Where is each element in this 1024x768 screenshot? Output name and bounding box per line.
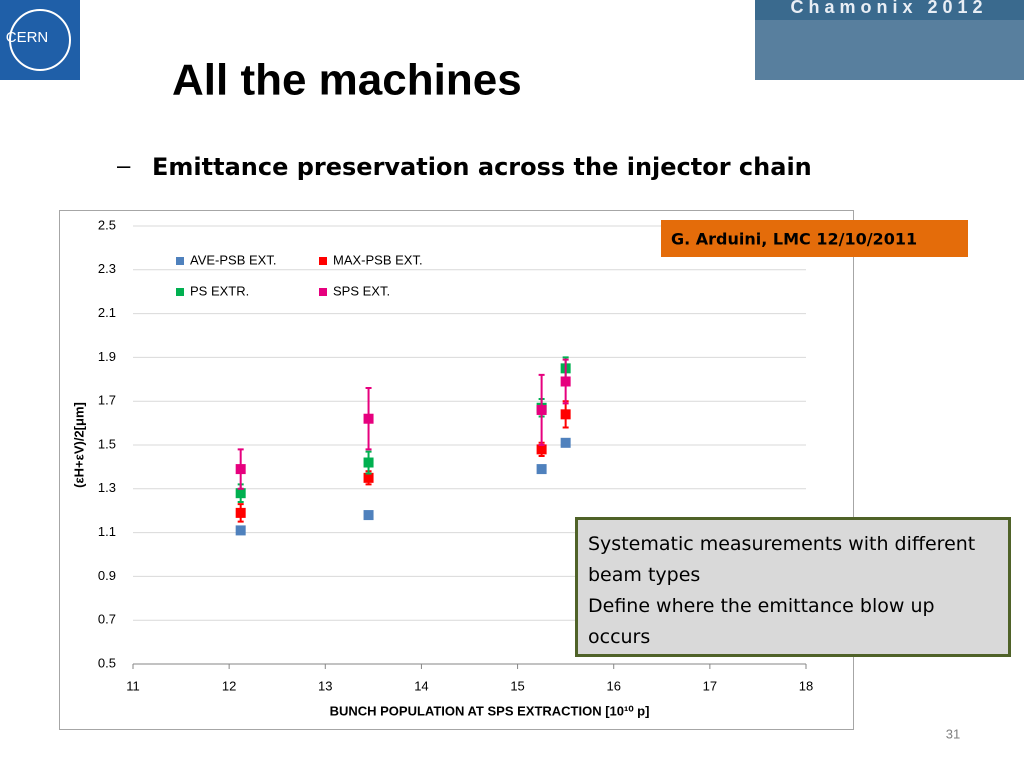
credit-box (661, 220, 968, 257)
y-tick-label: 1.7 (98, 393, 116, 408)
y-tick-label: 2.3 (98, 261, 116, 276)
x-tick-label: 18 (799, 678, 813, 693)
legend-label: MAX-PSB EXT. (333, 252, 423, 267)
y-tick-label: 0.9 (98, 568, 116, 583)
bullet: – (117, 152, 131, 179)
legend-swatch (176, 288, 184, 296)
data-point (536, 444, 547, 455)
y-tick-label: 0.5 (98, 655, 116, 670)
x-axis-label: BUNCH POPULATION AT SPS EXTRACTION [10¹⁰… (330, 703, 650, 718)
legend-label: SPS EXT. (333, 283, 390, 298)
data-point (560, 376, 571, 387)
y-tick-label: 1.1 (98, 524, 116, 539)
data-point (363, 457, 374, 468)
data-point (235, 464, 246, 475)
legend-swatch (319, 288, 327, 296)
banner-text: Chamonix 2012 (790, 0, 987, 17)
y-tick-label: 1.9 (98, 349, 116, 364)
subtitle: Emittance preservation across the inject… (152, 153, 812, 181)
chart: 0.5 0.7 0.9 1.1 1.3 1.5 1.7 1.9 2.1 2.3 2.5 11 12 13 1… (71, 217, 813, 718)
note-line: Systematic measurements with different b… (588, 533, 976, 586)
legend-label: AVE-PSB EXT. (190, 252, 276, 267)
y-tick-label: 2.1 (98, 305, 116, 320)
y-tick-label: 1.3 (98, 480, 116, 495)
note-box: Systematic measurements with different b… (575, 517, 1011, 657)
page-number: 31 (946, 726, 960, 741)
logo-ring (9, 9, 71, 71)
data-point (363, 510, 374, 521)
y-tick-label: 0.7 (98, 612, 116, 627)
y-axis-label: (εH+εV)/2[μm] (71, 402, 86, 488)
data-point (235, 507, 246, 518)
data-point (363, 413, 374, 424)
cern-logo (0, 0, 80, 80)
x-tick-label: 16 (606, 678, 620, 693)
legend-swatch (319, 257, 327, 265)
logo-text: CERN (6, 29, 49, 46)
legend-swatch (176, 257, 184, 265)
data-point (536, 404, 547, 415)
x-tick-label: 14 (414, 678, 428, 693)
data-point (560, 437, 571, 448)
y-tick-label: 1.5 (98, 436, 116, 451)
note-line: Define where the emittance blow up occur… (588, 595, 935, 648)
x-tick-label: 17 (703, 678, 717, 693)
data-point (363, 472, 374, 483)
slide-title: All the machines (172, 56, 522, 105)
banner-texture (755, 20, 1024, 80)
x-tick-label: 12 (222, 678, 236, 693)
data-point (235, 525, 246, 536)
x-tick-label: 11 (126, 678, 140, 693)
credit: G. Arduini, LMC 12/10/2011 (671, 230, 917, 249)
x-tick-label: 15 (510, 678, 524, 693)
data-point (235, 488, 246, 499)
legend-label: PS EXTR. (190, 283, 249, 298)
x-tick-label: 13 (318, 678, 332, 693)
data-point (560, 409, 571, 420)
y-tick-label: 2.5 (98, 217, 116, 232)
data-point (536, 464, 547, 475)
